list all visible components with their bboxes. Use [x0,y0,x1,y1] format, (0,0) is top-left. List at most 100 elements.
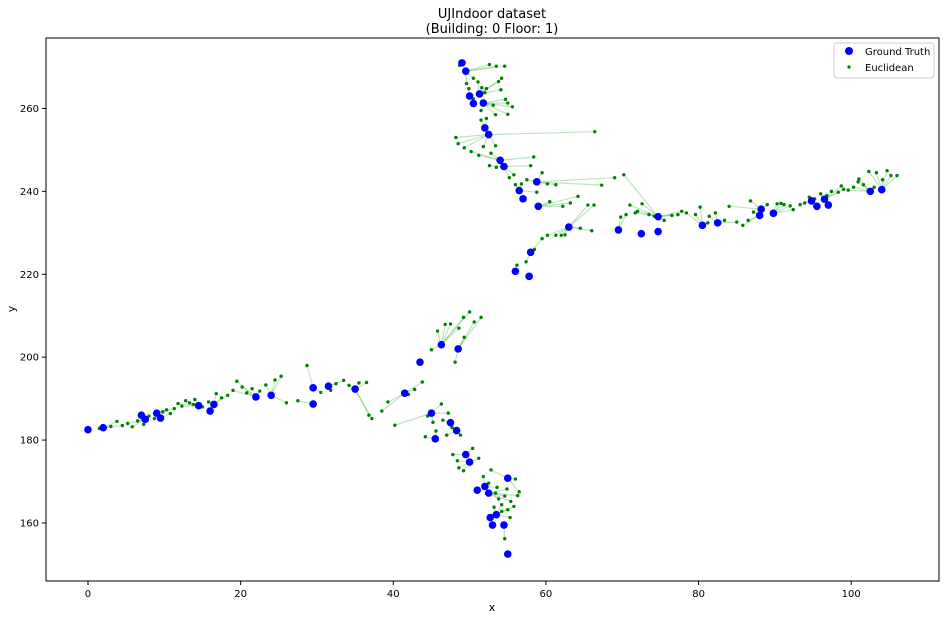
euclidean-point [503,64,506,67]
euclidean-point [456,142,459,145]
euclidean-point [569,201,572,204]
ground-truth-point [512,268,520,276]
euclidean-point [207,400,210,403]
euclidean-point [506,113,509,116]
euclidean-point [554,183,557,186]
euclidean-point [440,402,443,405]
euclidean-point [136,419,139,422]
link-line [500,157,534,160]
ground-truth-point [157,414,165,422]
euclidean-point [714,211,717,214]
ground-truth-point [473,486,481,494]
euclidean-point [592,203,595,206]
euclidean-point [512,505,515,508]
euclidean-point [500,77,503,80]
ground-truth-point [252,393,260,401]
x-tick-label: 60 [540,589,553,600]
ground-truth-point [447,419,455,427]
euclidean-point [694,213,697,216]
euclidean-point [273,378,276,381]
euclidean-point [803,201,806,204]
ground-truth-point [401,389,409,397]
euclidean-point [495,64,498,67]
ground-truth-point [210,401,218,409]
euclidean-point [856,180,859,183]
ground-truth-point [638,230,646,238]
euclidean-point [231,389,234,392]
euclidean-point [698,205,701,208]
euclidean-point [488,164,491,167]
euclidean-point [489,152,492,155]
euclidean-point [421,380,424,383]
euclidean-point [431,421,434,424]
ground-truth-point [515,187,523,195]
euclidean-point [840,184,843,187]
euclidean-point [872,186,875,189]
ground-truth-point [470,100,478,108]
euclidean-point [619,215,622,218]
euclidean-point [561,205,564,208]
legend-euclidean-marker [847,65,850,68]
link-line [395,413,432,425]
euclidean-point [895,174,898,177]
euclidean-point [514,183,517,186]
ground-truth-point [454,345,462,353]
ground-truth-point [500,521,508,529]
ground-truth-point [519,195,527,203]
link-line [466,66,505,71]
euclidean-point [504,98,507,101]
y-tick-label: 180 [20,436,39,447]
euclidean-point [258,389,261,392]
euclidean-point [235,380,238,383]
euclidean-point [792,208,795,211]
euclidean-point [735,220,738,223]
euclidean-point [482,475,485,478]
euclidean-point [576,195,579,198]
euclidean-point [296,399,299,402]
ground-truth-point [351,385,359,393]
euclidean-point [505,487,508,490]
euclidean-point [188,401,191,404]
euclidean-point [766,203,769,206]
euclidean-point [495,486,498,489]
euclidean-point [532,155,535,158]
euclidean-point [622,173,625,176]
euclidean-point [430,348,433,351]
ground-truth-point [770,210,778,218]
ground-truth-point [476,90,484,98]
ground-truth-point [654,228,662,236]
euclidean-point [782,203,785,206]
euclidean-point [749,199,752,202]
euclidean-point [492,103,495,106]
chart-title: UJIndoor dataset [438,7,546,22]
ground-truth-point [453,427,461,435]
euclidean-point [506,508,509,511]
euclidean-point [529,164,532,167]
ground-truth-point [141,416,149,424]
ground-truth-point [466,458,474,466]
euclidean-point [636,210,639,213]
ground-truth-point [481,483,489,491]
ground-truth-point [309,400,317,408]
euclidean-point [441,418,444,421]
link-line [569,205,594,227]
ground-truth-point [428,409,436,417]
ground-truth-point [462,67,470,75]
y-tick-label: 200 [20,353,39,364]
euclidean-point [512,173,515,176]
euclidean-point [245,391,248,394]
euclidean-point [121,424,124,427]
euclidean-point [131,425,134,428]
ground-truth-point [438,341,446,349]
euclidean-point [453,360,456,363]
euclidean-point [462,316,465,319]
euclidean-point [613,176,616,179]
euclidean-point [846,188,849,191]
euclidean-point [509,500,512,503]
ground-truth-point [533,178,541,186]
euclidean-point [367,413,370,416]
euclidean-point [342,379,345,382]
link-lines [99,63,897,539]
euclidean-point [723,219,726,222]
ground-truth-point [486,514,494,522]
